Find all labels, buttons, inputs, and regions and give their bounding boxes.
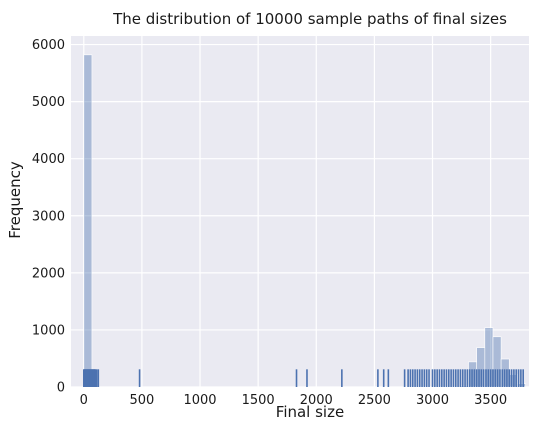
- tick-labels: 0 500 1000 1500 2000 2500 3000 3500 0 1000 2000 300…: [32, 38, 507, 408]
- y-tick-label: 1000: [32, 323, 65, 338]
- x-tick-label: 2000: [300, 393, 333, 408]
- plot-background: [71, 36, 529, 387]
- x-tick-label: 1500: [242, 393, 275, 408]
- y-tick-label: 4000: [32, 152, 65, 167]
- y-tick-label: 2000: [32, 266, 65, 281]
- x-tick-label: 1000: [183, 393, 216, 408]
- y-tick-label: 0: [57, 381, 65, 396]
- x-tick-label: 2500: [358, 393, 391, 408]
- x-tick-label: 3000: [416, 393, 449, 408]
- y-tick-label: 6000: [32, 38, 65, 53]
- y-tick-label: 3000: [32, 209, 65, 224]
- chart-title: The distribution of 10000 sample paths o…: [112, 10, 507, 28]
- y-axis-label: Frequency: [6, 161, 24, 239]
- x-axis-label: Final size: [276, 403, 344, 421]
- grid-lines: [71, 36, 529, 388]
- y-tick-label: 5000: [32, 95, 65, 110]
- rug-marks: [82, 369, 524, 387]
- histogram-bar: [83, 54, 93, 388]
- x-tick-label: 0: [80, 393, 88, 408]
- x-tick-label: 500: [129, 393, 154, 408]
- x-tick-label: 3500: [474, 393, 507, 408]
